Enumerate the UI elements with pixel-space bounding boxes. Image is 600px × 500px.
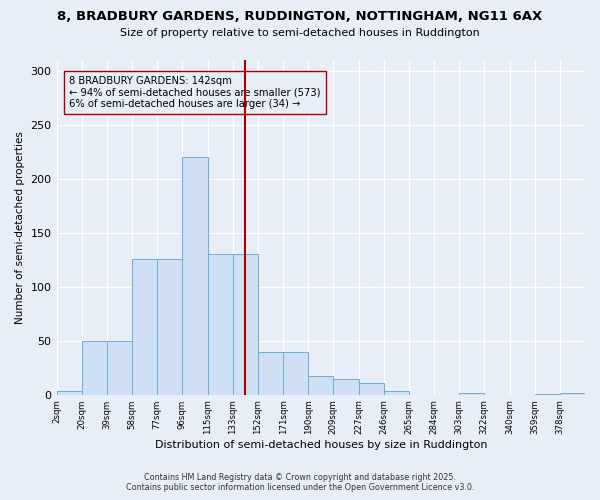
Text: 8 BRADBURY GARDENS: 142sqm
← 94% of semi-detached houses are smaller (573)
6% of: 8 BRADBURY GARDENS: 142sqm ← 94% of semi… [69,76,320,110]
Bar [359,383,383,394]
Bar [334,378,359,394]
Bar [383,392,409,394]
Bar [283,352,308,395]
X-axis label: Distribution of semi-detached houses by size in Ruddington: Distribution of semi-detached houses by … [155,440,487,450]
Y-axis label: Number of semi-detached properties: Number of semi-detached properties [15,131,25,324]
Bar [82,340,107,394]
Text: 8, BRADBURY GARDENS, RUDDINGTON, NOTTINGHAM, NG11 6AX: 8, BRADBURY GARDENS, RUDDINGTON, NOTTING… [58,10,542,23]
Bar [182,157,208,394]
Bar [107,340,132,394]
Bar [157,258,182,394]
Text: Size of property relative to semi-detached houses in Ruddington: Size of property relative to semi-detach… [120,28,480,38]
Bar [459,392,484,394]
Bar [258,352,283,395]
Bar [208,254,233,394]
Bar [56,392,82,394]
Bar [308,376,334,394]
Bar [560,392,585,394]
Text: Contains HM Land Registry data © Crown copyright and database right 2025.
Contai: Contains HM Land Registry data © Crown c… [126,473,474,492]
Bar [132,258,157,394]
Bar [233,254,258,394]
